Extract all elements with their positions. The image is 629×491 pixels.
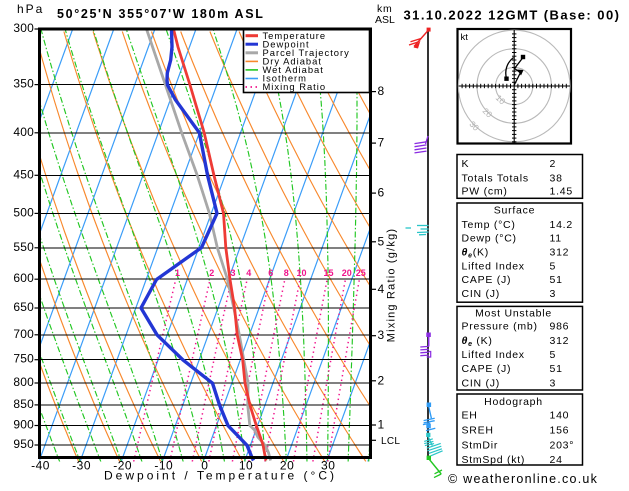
- svg-text:StmSpd (kt): StmSpd (kt): [462, 454, 526, 466]
- svg-text:CIN (J): CIN (J): [462, 378, 501, 390]
- svg-text:8: 8: [284, 268, 289, 278]
- svg-text:LCL: LCL: [381, 436, 400, 447]
- svg-text:156: 156: [550, 424, 570, 436]
- svg-text:51: 51: [550, 363, 563, 375]
- svg-text:1: 1: [175, 268, 180, 278]
- svg-text:Hodograph: Hodograph: [484, 396, 543, 408]
- svg-text:20: 20: [342, 268, 352, 278]
- svg-text:Temp (°C): Temp (°C): [462, 219, 516, 231]
- svg-text:1.45: 1.45: [550, 186, 573, 198]
- svg-text:15: 15: [323, 268, 333, 278]
- svg-text:700: 700: [13, 327, 34, 341]
- svg-text:450: 450: [13, 167, 34, 181]
- svg-text:Mixing Ratio: Mixing Ratio: [263, 81, 327, 92]
- svg-text:Lifted Index: Lifted Index: [462, 261, 525, 273]
- svg-text:25: 25: [356, 268, 366, 278]
- svg-text:CIN (J): CIN (J): [462, 288, 501, 300]
- svg-text:350: 350: [13, 77, 34, 91]
- svg-text:4: 4: [246, 268, 251, 278]
- svg-text:400: 400: [13, 125, 34, 139]
- svg-text:SREH: SREH: [462, 424, 494, 436]
- svg-text:50°25'N 355°07'W 180m ASL: 50°25'N 355°07'W 180m ASL: [57, 7, 265, 21]
- svg-text:1: 1: [378, 418, 385, 432]
- svg-text:4: 4: [378, 282, 385, 296]
- svg-text:Mixing Ratio (g/kg): Mixing Ratio (g/kg): [386, 228, 398, 343]
- svg-text:Most Unstable: Most Unstable: [475, 308, 552, 320]
- svg-text:K: K: [462, 158, 470, 170]
- svg-text:312: 312: [550, 247, 570, 259]
- svg-text:850: 850: [13, 397, 34, 411]
- svg-text:7: 7: [378, 136, 385, 150]
- svg-text:300: 300: [13, 21, 34, 35]
- svg-text:Surface: Surface: [494, 205, 535, 217]
- svg-text:3: 3: [550, 288, 557, 300]
- svg-text:6: 6: [378, 186, 385, 200]
- svg-text:14.2: 14.2: [550, 219, 573, 231]
- svg-text:θe(K): θe(K): [462, 247, 490, 260]
- svg-text:3: 3: [378, 328, 385, 342]
- svg-text:800: 800: [13, 375, 34, 389]
- svg-text:650: 650: [13, 300, 34, 314]
- svg-text:ASL: ASL: [375, 14, 395, 26]
- svg-text:-40: -40: [31, 459, 50, 473]
- svg-text:51: 51: [550, 274, 563, 286]
- svg-text:11: 11: [550, 232, 562, 244]
- svg-text:hPa: hPa: [17, 2, 44, 16]
- svg-text:© weatheronline.co.uk: © weatheronline.co.uk: [448, 472, 598, 486]
- svg-text:140: 140: [550, 410, 570, 422]
- svg-text:-30: -30: [72, 459, 91, 473]
- svg-text:10: 10: [296, 268, 306, 278]
- svg-text:38: 38: [550, 173, 563, 185]
- svg-text:6: 6: [268, 268, 273, 278]
- svg-text:5: 5: [378, 234, 385, 248]
- svg-text:312: 312: [550, 335, 570, 347]
- svg-text:5: 5: [550, 349, 557, 361]
- svg-text:24: 24: [550, 454, 563, 466]
- svg-text:8: 8: [378, 84, 385, 98]
- svg-text:2: 2: [209, 268, 214, 278]
- svg-text:950: 950: [13, 437, 34, 451]
- svg-text:203°: 203°: [550, 440, 575, 452]
- svg-text:Totals Totals: Totals Totals: [462, 173, 529, 185]
- svg-text:900: 900: [13, 418, 34, 432]
- svg-text:EH: EH: [462, 410, 478, 422]
- svg-text:StmDir: StmDir: [462, 440, 499, 452]
- svg-text:500: 500: [13, 205, 34, 219]
- svg-text:θe (K): θe (K): [462, 335, 493, 348]
- svg-text:5: 5: [550, 261, 557, 273]
- svg-text:Dewpoint / Temperature (°C): Dewpoint / Temperature (°C): [104, 469, 337, 483]
- svg-text:3: 3: [230, 268, 235, 278]
- svg-text:750: 750: [13, 352, 34, 366]
- svg-text:31.10.2022 12GMT (Base: 00): 31.10.2022 12GMT (Base: 00): [404, 8, 621, 23]
- svg-text:CAPE (J): CAPE (J): [462, 274, 512, 286]
- svg-text:986: 986: [550, 321, 570, 333]
- svg-text:Dewp (°C): Dewp (°C): [462, 232, 517, 244]
- svg-text:Lifted Index: Lifted Index: [462, 349, 525, 361]
- svg-text:2: 2: [378, 373, 385, 387]
- svg-text:600: 600: [13, 271, 34, 285]
- svg-text:550: 550: [13, 240, 34, 254]
- svg-text:3: 3: [550, 378, 557, 390]
- svg-text:kt: kt: [461, 32, 469, 43]
- svg-text:2: 2: [550, 158, 557, 170]
- svg-text:CAPE (J): CAPE (J): [462, 363, 512, 375]
- svg-text:Pressure (mb): Pressure (mb): [462, 321, 538, 333]
- svg-text:PW (cm): PW (cm): [462, 186, 508, 198]
